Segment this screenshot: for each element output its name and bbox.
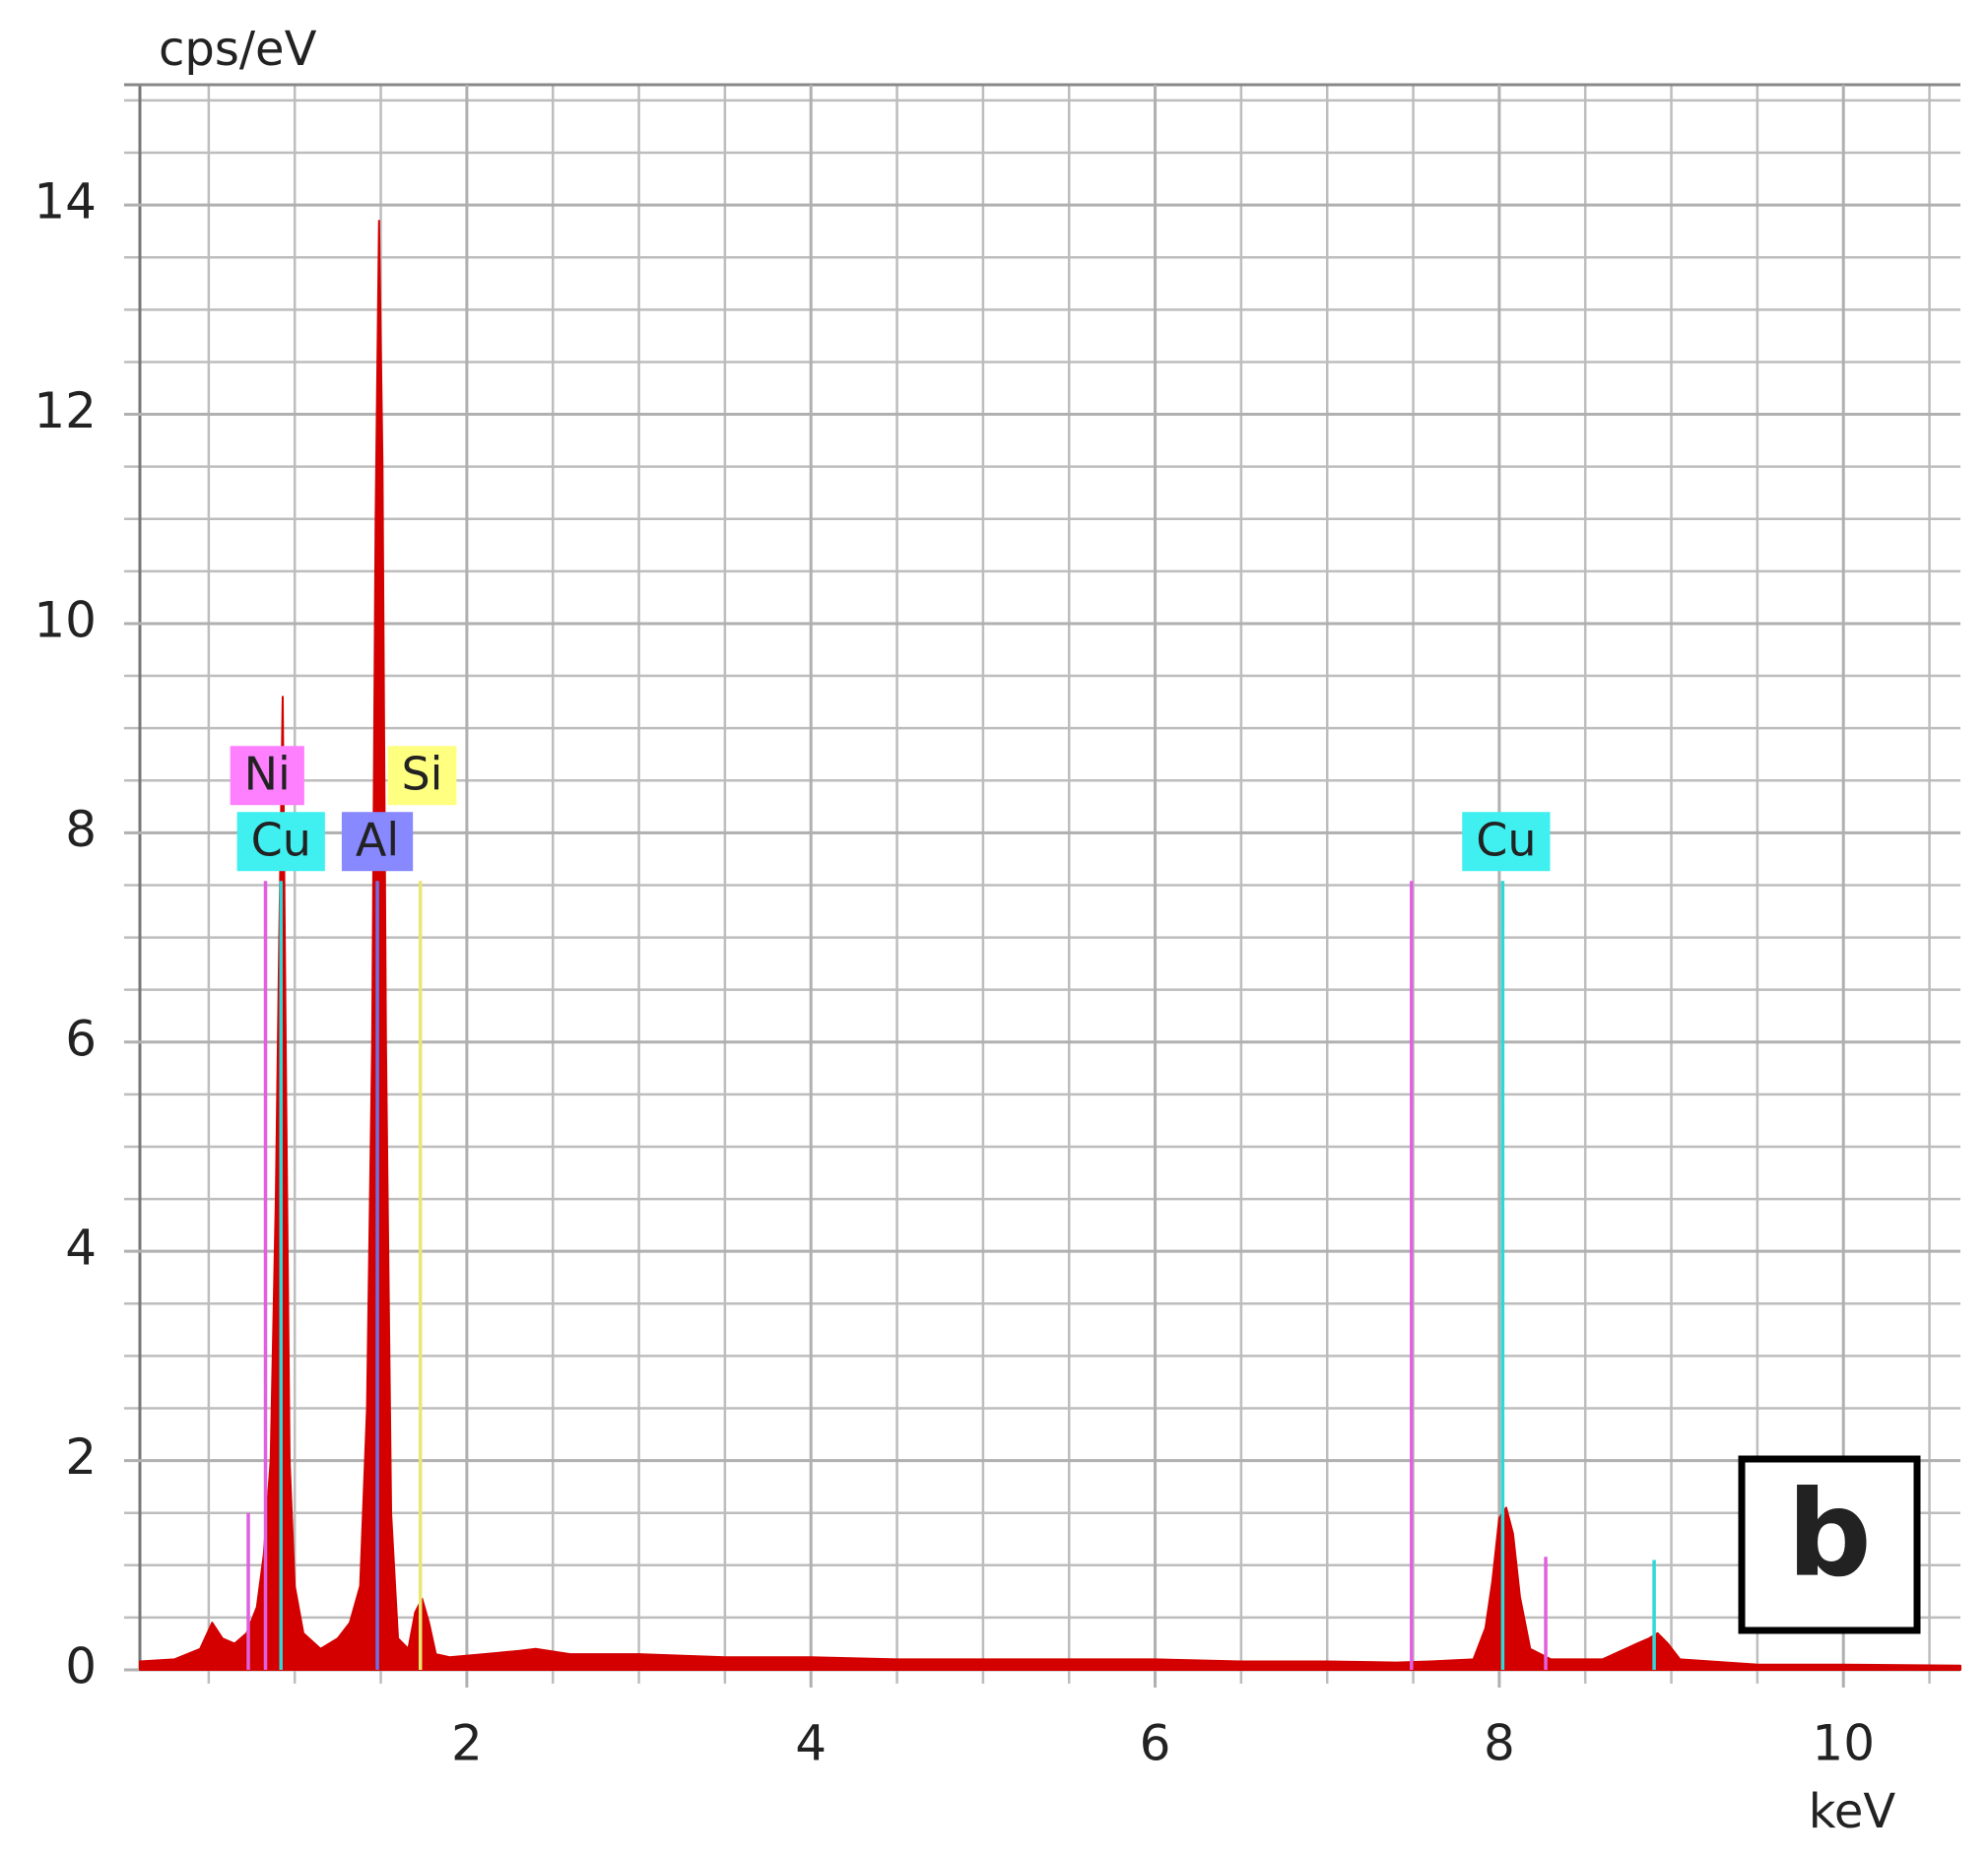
- y-tick-label: 6: [65, 1010, 97, 1067]
- element-label: Al: [341, 812, 414, 872]
- element-label: Cu: [1462, 812, 1551, 872]
- label-box: [341, 812, 414, 872]
- y-tick-label: 10: [33, 591, 97, 648]
- x-tick-label: 4: [795, 1715, 827, 1772]
- panel-box: [1738, 1455, 1921, 1634]
- x-tick-label: 2: [451, 1715, 483, 1772]
- spectrum-area: [139, 220, 1961, 1671]
- label-text: Al: [356, 814, 399, 867]
- y-tick-label: 4: [65, 1220, 97, 1277]
- label-text: Si: [401, 748, 442, 801]
- element-label: Si: [387, 746, 457, 806]
- x-tick-label: 6: [1140, 1715, 1171, 1772]
- y-tick-label: 12: [33, 382, 97, 439]
- element-label: Cu: [236, 812, 325, 872]
- label-text: Ni: [244, 748, 291, 801]
- y-tick-label: 2: [65, 1428, 97, 1486]
- label-box: [236, 812, 325, 872]
- label-text: Cu: [1476, 814, 1536, 867]
- y-tick-label: 14: [33, 173, 97, 231]
- label-text: Cu: [251, 814, 311, 867]
- x-tick-label: 8: [1484, 1715, 1515, 1772]
- x-tick-label: 10: [1812, 1715, 1875, 1772]
- element-label: Ni: [230, 746, 304, 806]
- y-tick-label: 8: [65, 801, 97, 858]
- label-box: [1462, 812, 1551, 872]
- x-axis-label: keV: [1809, 1784, 1896, 1839]
- label-box: [230, 746, 304, 806]
- y-axis-label: cps/eV: [159, 22, 317, 77]
- panel-label: b: [1787, 1467, 1872, 1604]
- y-tick-label: 0: [65, 1638, 97, 1695]
- label-box: [387, 746, 457, 806]
